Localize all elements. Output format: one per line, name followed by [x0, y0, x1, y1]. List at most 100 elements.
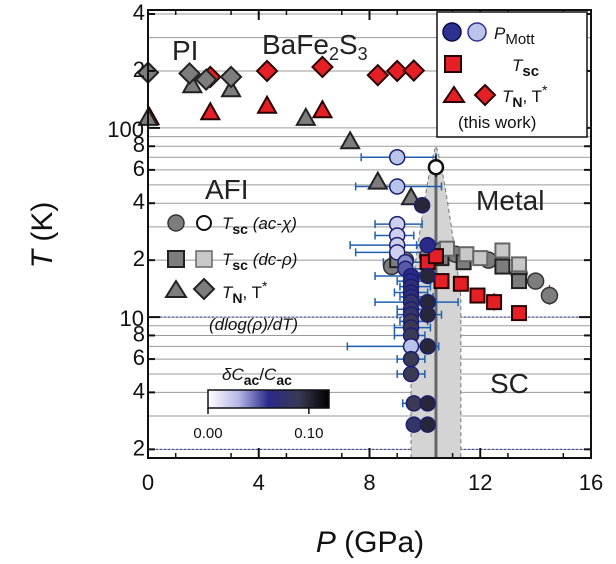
region-label-sc: SC — [490, 368, 529, 399]
tsc-this-work-squares-point — [427, 248, 444, 265]
y-tick-label: 8 — [133, 321, 145, 346]
x-tick-label: 0 — [142, 470, 154, 495]
legend-dc-dark-marker — [167, 250, 185, 268]
tn-other-triangles-point — [181, 74, 204, 94]
y-tick-label: 6 — [133, 156, 145, 181]
legend-tn-other-label: TN, T* — [222, 278, 268, 306]
tn-this-work-triangles-point — [199, 101, 222, 121]
legend-tn-gray-triangle-marker — [164, 279, 188, 298]
tsc-this-work-squares-point — [452, 275, 469, 292]
tsc-this-work-squares-point — [469, 287, 486, 304]
x-tick-label: 16 — [579, 470, 603, 495]
pmott-point — [405, 395, 423, 412]
tn-other-triangles-point — [400, 186, 422, 206]
legend-pmott-dark-marker — [442, 22, 462, 42]
compound-formula: BaFe2S3 — [262, 29, 368, 64]
tstar-this-work-diamonds-point — [402, 59, 426, 82]
tsc-dc-squares-light-point — [494, 242, 511, 259]
pmott-point — [419, 236, 436, 254]
y-tick-label: 4 — [133, 378, 145, 403]
legend-pmott-light-marker — [467, 22, 487, 42]
tn-this-work-triangles-point — [256, 94, 278, 114]
tsc-this-work-squares-point — [486, 294, 503, 311]
legend-box — [436, 11, 588, 138]
tsc-ac-circles-point — [540, 286, 559, 305]
tsc-ac-open-point — [427, 158, 445, 176]
tn-other-triangles-point — [339, 130, 361, 150]
pmott-point — [419, 267, 436, 285]
legend-this-work: PMott Tsc TN, T* (this work) — [436, 11, 588, 138]
region-label-metal: Metal — [476, 185, 544, 216]
y-tick-label: 2 — [133, 246, 145, 271]
legend-tn-label: TN, T* — [502, 82, 548, 110]
y-tick-label: 6 — [133, 345, 145, 370]
pmott-point — [388, 148, 406, 166]
colorbar: δCac/Cac 0.00 0.10 — [193, 365, 330, 442]
tstar-other-diamonds-point — [194, 68, 218, 92]
colorbar-gradient — [207, 389, 330, 409]
pmott-point — [419, 306, 436, 323]
pmott-point — [402, 350, 420, 368]
tstar-this-work-diamonds-point — [385, 59, 409, 83]
y-tick-label: 2 — [133, 435, 145, 460]
y-axis-title: T (K) — [26, 202, 59, 269]
data-markers — [136, 55, 559, 433]
axis-ticks — [147, 10, 592, 458]
tsc-dc-squares-light-point — [458, 246, 475, 263]
legend-dc-label: Tsc (dc-ρ) — [222, 250, 297, 273]
legend-dc-light-marker — [195, 250, 213, 268]
y-tick-label: 4 — [133, 189, 145, 214]
pmott-point — [419, 416, 436, 433]
region-label-afi: AFI — [205, 174, 249, 205]
tn-other-triangles-point — [367, 170, 389, 190]
legend-tstar-gray-diamond-marker — [192, 277, 216, 301]
tsc-dc-squares-light-point — [511, 256, 528, 273]
colorbar-tick-label: 0.10 — [294, 425, 323, 442]
tsc-dc-squares-dark-point — [511, 273, 528, 290]
tstar-this-work-diamonds-point — [366, 63, 390, 87]
colorbar-title: δCac/Cac — [222, 365, 292, 388]
legend-previous-works: Tsc (ac-χ) Tsc (dc-ρ) TN, T* (dlog(ρ)/dT… — [164, 214, 298, 334]
legend-tsc-label: Tsc — [512, 56, 539, 80]
legend-this-work-note: (this work) — [458, 113, 536, 132]
tn-other-triangles-point — [295, 106, 317, 126]
x-tick-label: 12 — [468, 470, 492, 495]
region-label-pi: PI — [172, 35, 198, 66]
pmott-point — [405, 416, 423, 433]
pmott-point — [413, 197, 431, 214]
tstar-other-diamonds-point — [178, 62, 201, 85]
tsc-this-work-squares-point — [433, 273, 450, 290]
legend-tstar-diamond-marker — [473, 83, 497, 107]
colorbar-tick-label: 0.00 — [193, 425, 222, 442]
y-tick-label: 4 — [133, 0, 145, 25]
pmott-point — [419, 395, 436, 412]
y-tick-label: 2 — [133, 57, 145, 82]
pmott-point — [388, 178, 406, 195]
y-tick-label: 10 — [120, 306, 144, 331]
pmott-point — [419, 338, 436, 355]
legend-pmott-label: PMott — [494, 24, 535, 48]
legend-ac-label: Tsc (ac-χ) — [222, 214, 297, 237]
legend-ac-filled-marker — [167, 214, 185, 232]
y-tick-label: 8 — [133, 132, 145, 157]
x-axis-title: P (GPa) — [316, 526, 424, 559]
tstar-other-diamonds-point — [219, 65, 243, 89]
legend-ac-open-marker — [196, 215, 212, 231]
x-tick-label: 4 — [253, 470, 265, 495]
y-tick-label: 100 — [107, 117, 144, 142]
colorbar-ticks: 0.00 0.10 — [193, 408, 323, 442]
tsc-dc-squares-light-point — [472, 250, 489, 267]
tn-this-work-triangles-point — [311, 99, 334, 119]
tsc-this-work-squares-point — [511, 305, 528, 322]
tstar-this-work-diamonds-point — [311, 55, 334, 79]
legend-tn-triangle-marker — [442, 85, 466, 103]
legend-tn-method: (dlog(ρ)/dT) — [209, 315, 298, 334]
pmott-point — [402, 365, 420, 383]
tsc-dc-squares-dark-point — [494, 258, 511, 275]
tstar-this-work-diamonds-point — [255, 59, 279, 83]
x-tick-label: 8 — [363, 470, 375, 495]
legend-tsc-marker — [444, 55, 462, 73]
tsc-ac-circles-point — [526, 272, 545, 290]
